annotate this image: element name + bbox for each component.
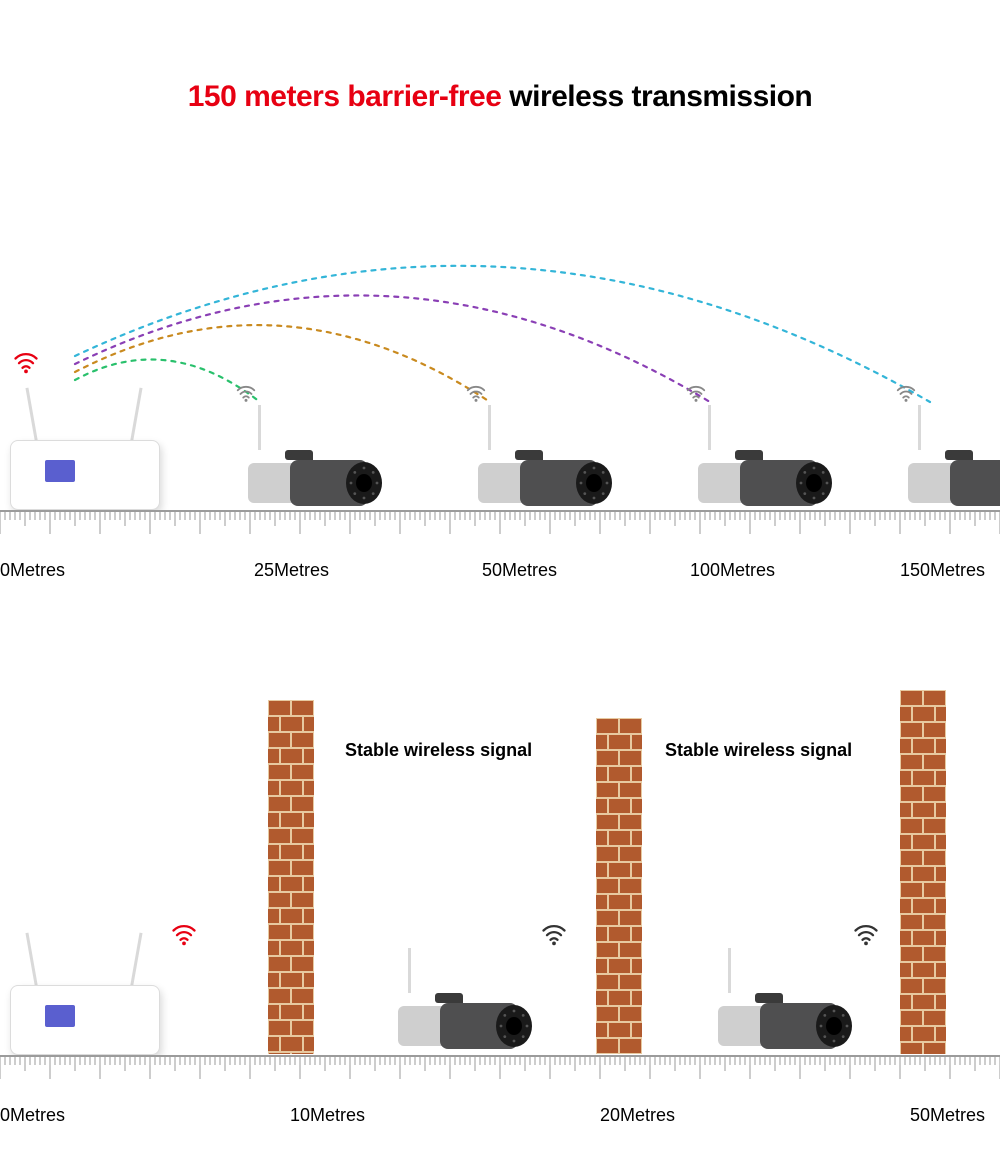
wifi-icon xyxy=(465,382,487,404)
brick-wall xyxy=(900,690,946,1054)
brick-wall xyxy=(596,718,642,1054)
nvr-device-bottom xyxy=(10,935,160,1055)
ruler-label: 50Metres xyxy=(910,1105,985,1126)
wifi-icon xyxy=(12,348,40,376)
wifi-icon xyxy=(170,920,198,948)
camera-icon xyxy=(890,405,1000,515)
ruler-label-0: 0Metres xyxy=(0,560,65,581)
title-rest: wireless transmission xyxy=(501,80,812,113)
ruler-bottom xyxy=(0,1055,1000,1091)
nvr-screen xyxy=(45,460,75,482)
camera-icon xyxy=(680,405,840,515)
ruler-label: 25Metres xyxy=(254,560,329,581)
nvr-body xyxy=(10,985,160,1055)
nvr-antenna-left xyxy=(25,933,38,988)
nvr-body xyxy=(10,440,160,510)
nvr-screen xyxy=(45,1005,75,1027)
camera-icon xyxy=(380,948,540,1058)
ruler-label: 10Metres xyxy=(290,1105,365,1126)
camera-icon xyxy=(230,405,390,515)
ruler-label: 150Metres xyxy=(900,560,985,581)
scene-barrier-free: 0Metres 25Metres 50Metres 100Metres 150Metr… xyxy=(0,150,1000,580)
nvr-device-top xyxy=(10,390,160,510)
ruler-label: 50Metres xyxy=(482,560,557,581)
wifi-icon xyxy=(895,382,917,404)
nvr-antenna-left xyxy=(25,388,38,443)
wifi-icon xyxy=(852,920,880,948)
stable-signal-label: Stable wireless signal xyxy=(345,740,532,761)
brick-wall xyxy=(268,700,314,1054)
title-accent: 150 meters barrier-free xyxy=(188,80,502,113)
nvr-antenna-right xyxy=(130,388,143,443)
camera-icon xyxy=(460,405,620,515)
wifi-icon xyxy=(235,382,257,404)
stable-signal-label: Stable wireless signal xyxy=(665,740,852,761)
ruler-label: 100Metres xyxy=(690,560,775,581)
ruler-label: 20Metres xyxy=(600,1105,675,1126)
page-title: 150 meters barrier-free wireless transmi… xyxy=(0,80,1000,114)
wifi-icon xyxy=(685,382,707,404)
camera-icon xyxy=(700,948,860,1058)
scene-with-walls: Stable wireless signal Stable wireless si… xyxy=(0,640,1000,1140)
wifi-icon xyxy=(540,920,568,948)
ruler-label: 0Metres xyxy=(0,1105,65,1126)
nvr-antenna-right xyxy=(130,933,143,988)
ruler-top xyxy=(0,510,1000,546)
